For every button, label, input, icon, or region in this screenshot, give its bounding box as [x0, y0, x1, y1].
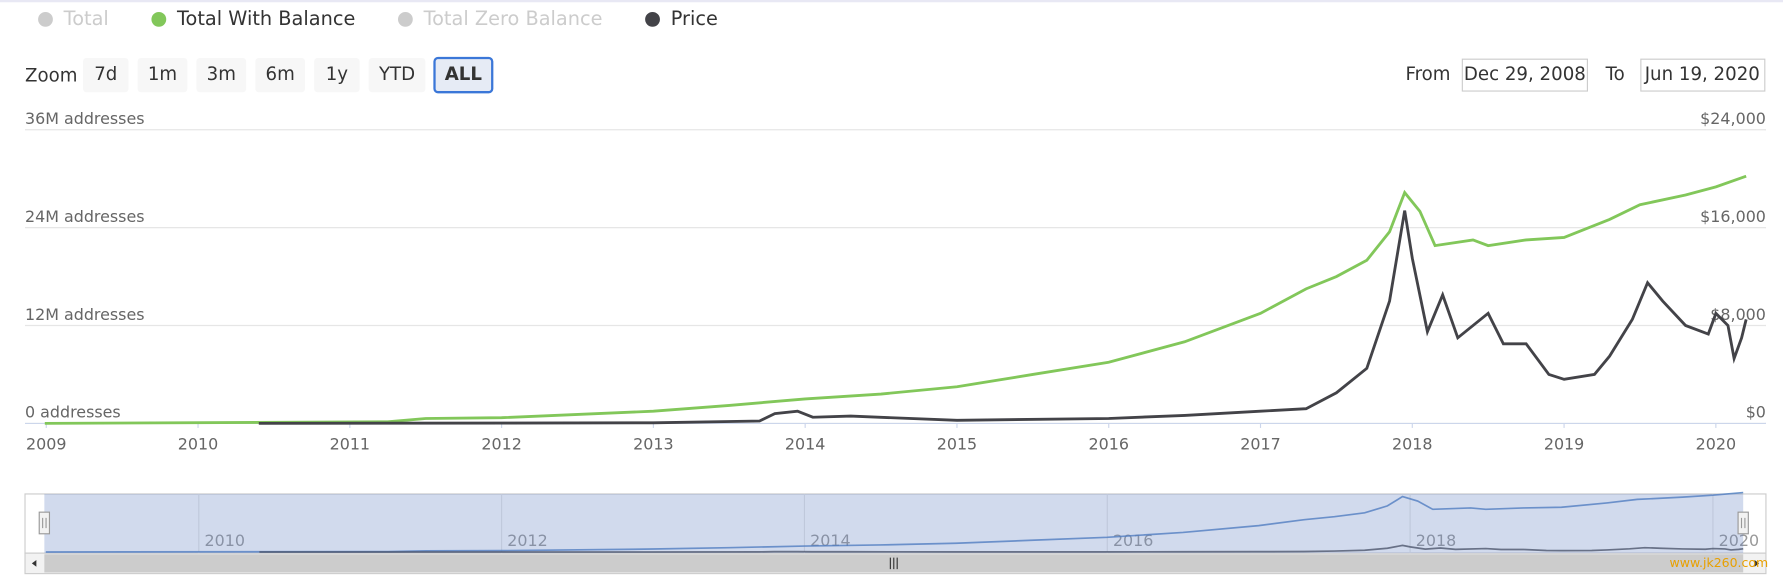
legend-symbol[interactable] — [151, 11, 167, 27]
x-tick-label: 2013 — [633, 435, 673, 454]
x-tick-label: 2010 — [178, 435, 218, 454]
x-tick-label: 2020 — [1696, 435, 1736, 454]
legend-item[interactable]: Total Zero Balance — [423, 7, 603, 30]
navigator-tick-label: 2020 — [1719, 531, 1759, 550]
y-tick-label: 0 addresses — [25, 403, 121, 422]
zoom-button[interactable] — [368, 58, 426, 93]
to-label: To — [1605, 64, 1625, 85]
series-line — [258, 210, 1748, 425]
zoom-button-label[interactable]: 7d — [94, 64, 117, 85]
legend-item[interactable]: Price — [671, 7, 718, 30]
navigator-tick-label: 2010 — [204, 531, 244, 550]
y2-tick-label: $8,000 — [1710, 305, 1766, 324]
zoom-button-label[interactable]: 6m — [266, 64, 295, 85]
zoom-button-label[interactable]: 1y — [326, 64, 349, 85]
navigator-line — [45, 491, 1744, 553]
from-label: From — [1405, 64, 1450, 85]
zoom-button[interactable] — [137, 58, 188, 93]
zoom-button-label[interactable]: 3m — [207, 64, 236, 85]
from-date[interactable]: Dec 29, 2008 — [1464, 64, 1586, 85]
y-tick-label: 12M addresses — [25, 305, 145, 324]
legend-item[interactable]: Total — [63, 7, 109, 30]
x-tick-label: 2011 — [330, 435, 370, 454]
y2-tick-label: $0 — [1746, 403, 1766, 422]
zoom-button-label[interactable]: YTD — [378, 64, 415, 85]
navigator-line — [259, 544, 1744, 553]
navigator-handle[interactable] — [38, 511, 51, 535]
scrollbar-grip — [889, 557, 898, 570]
x-tick-label: 2018 — [1392, 435, 1432, 454]
watermark: www.jk260.com — [1670, 555, 1769, 570]
x-tick-label: 2016 — [1088, 435, 1128, 454]
navigator-handle-grip — [42, 517, 47, 529]
navigator-handle-grip — [1740, 517, 1746, 529]
y-tick-label: 36M addresses — [25, 109, 145, 128]
zoom-button[interactable] — [83, 58, 129, 93]
to-date[interactable]: Jun 19, 2020 — [1644, 64, 1760, 85]
x-tick-label: 2015 — [937, 435, 977, 454]
zoom-button[interactable] — [255, 58, 306, 93]
y2-tick-label: $24,000 — [1700, 109, 1766, 128]
navigator-tick-label: 2012 — [507, 531, 547, 550]
legend-symbol[interactable] — [38, 11, 53, 27]
x-tick-label: 2017 — [1240, 435, 1280, 454]
to-input[interactable] — [1640, 58, 1766, 92]
zoom-button[interactable] — [433, 56, 494, 94]
legend-item[interactable]: Total With Balance — [176, 7, 355, 30]
navigator-tick-label: 2018 — [1416, 531, 1456, 550]
y-tick-label: 24M addresses — [25, 207, 145, 226]
x-tick-label: 2019 — [1544, 435, 1584, 454]
x-tick-label: 2009 — [26, 435, 66, 454]
scroll-left[interactable] — [31, 559, 37, 567]
zoom-label: Zoom — [25, 65, 77, 86]
from-input[interactable] — [1461, 58, 1588, 92]
navigator-handle[interactable] — [1737, 511, 1749, 535]
zoom-button-label[interactable]: 1m — [148, 64, 177, 85]
zoom-button-label[interactable]: ALL — [445, 64, 483, 85]
zoom-button[interactable] — [196, 58, 247, 93]
legend-symbol[interactable] — [645, 11, 660, 27]
x-tick-label: 2012 — [481, 435, 521, 454]
series-line — [44, 174, 1747, 425]
navigator-mask — [44, 493, 1744, 554]
scroll-right[interactable] — [1754, 559, 1760, 567]
y2-tick-label: $16,000 — [1700, 207, 1766, 226]
legend-symbol[interactable] — [397, 11, 413, 27]
x-tick-label: 2014 — [785, 435, 825, 454]
zoom-button[interactable] — [314, 58, 360, 93]
